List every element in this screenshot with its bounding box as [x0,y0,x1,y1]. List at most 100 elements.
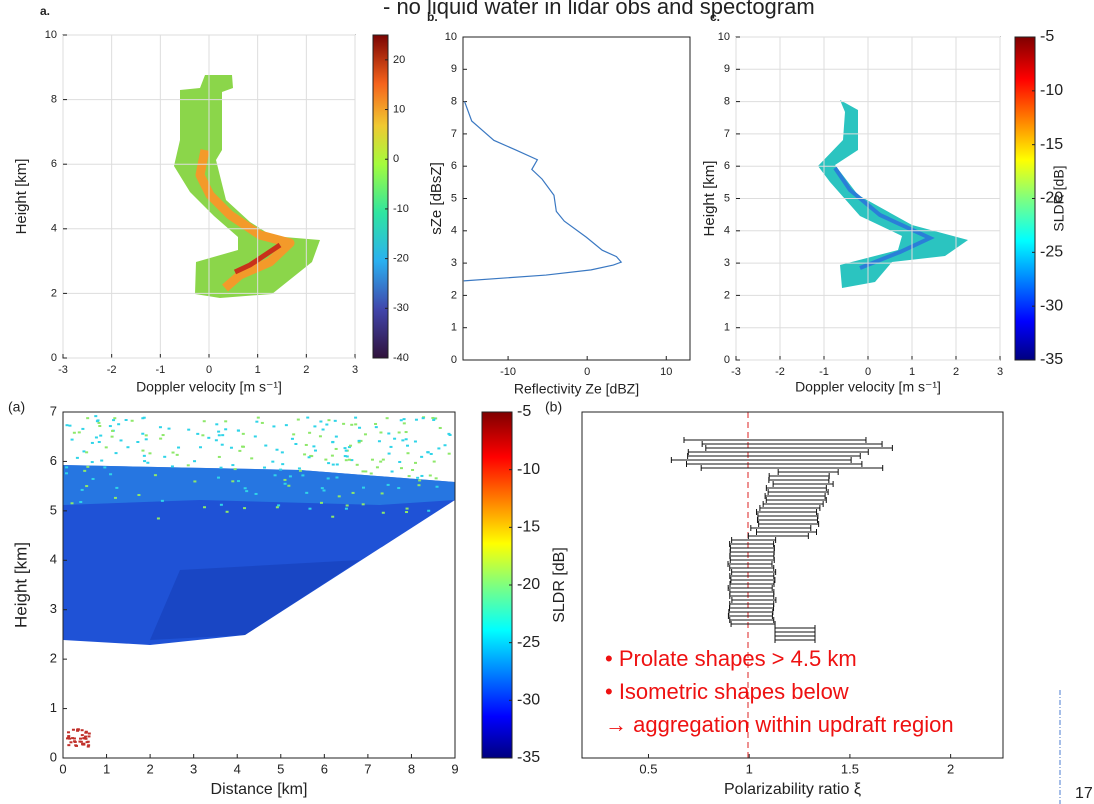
speckle [330,454,334,457]
speckle [158,426,162,429]
y-axis-label: Height [km] [11,542,30,628]
speckle [72,431,76,434]
speckle [361,503,365,506]
y-tick-label: 10 [445,31,457,43]
speckle [80,734,84,737]
speckle [379,460,383,463]
speckle [160,499,164,502]
speckle [142,454,146,457]
speckle [221,434,225,437]
speckle [288,475,292,478]
y-tick-label: 4 [451,225,457,237]
speckle [111,429,115,432]
y-tick-label: 4 [724,225,730,237]
y-tick-label: 7 [451,128,457,140]
speckle [229,446,233,449]
speckle [294,443,298,446]
speckle [335,463,339,466]
y-tick-label: 4 [51,223,57,235]
speckle [347,446,351,449]
speckle [326,477,330,480]
speckle [110,435,114,438]
speckle [402,422,406,425]
speckle [313,425,317,428]
echo-core [233,242,282,275]
colorbar-tick-label: -40 [393,352,409,364]
speckle [359,439,363,442]
x-axis-label: Polarizability ratio ξ [724,781,861,798]
speckle [354,423,358,426]
speckle [350,459,354,462]
speckle [217,476,221,479]
speckle [130,419,134,422]
x-tick-label: 3 [352,364,358,376]
x-tick-label: -10 [500,366,516,378]
speckle [225,510,229,513]
speckle [241,445,245,448]
speckle [331,440,335,443]
speckle [70,502,74,505]
speckle [447,432,451,435]
bullet: • Prolate shapes > 4.5 km [605,646,857,671]
speckle [207,436,211,439]
speckle [201,434,205,437]
speckle [87,735,91,738]
speckle [233,468,237,471]
speckle [292,433,296,436]
speckle [331,463,335,466]
speckle [170,465,174,468]
x-tick-label: -2 [775,366,785,378]
speckle [256,416,260,419]
speckle [418,479,422,482]
speckle [343,447,347,450]
speckle [420,455,424,458]
speckle [358,426,362,429]
speckle [159,437,163,440]
bullet: • Isometric shapes below [605,679,849,704]
speckle [374,426,378,429]
speckle [387,432,391,435]
y-tick-label: 9 [724,63,730,75]
speckle [224,428,228,431]
colorbar-tick-label: -10 [517,461,540,478]
speckle [355,463,359,466]
speckle [167,427,171,430]
sldr-field [63,465,455,505]
speckle [80,729,84,732]
x-tick-label: 4 [234,761,241,776]
speckle [281,463,285,466]
speckle [71,728,75,731]
speckle [324,458,328,461]
speckle [427,509,431,512]
speckle [231,480,235,483]
speckle [243,487,247,490]
speckle [78,740,82,743]
speckle [287,484,291,487]
speckle [429,452,433,455]
x-tick-label: 1.5 [841,761,859,776]
speckle [124,418,128,421]
speckle [100,459,104,462]
y-tick-label: 5 [451,192,457,204]
speckle [161,434,165,437]
speckle [81,427,85,430]
speckle [65,472,69,475]
colorbar-tick-label: 20 [393,54,405,66]
colorbar-tick-label: -5 [517,403,531,420]
sldr-field [818,100,968,288]
speckle [319,501,323,504]
speckle [421,417,425,420]
x-tick-label: 1 [255,364,261,376]
sldr-core [833,166,935,270]
speckle [103,466,107,469]
bullet: → aggregation within updraft region [605,712,954,737]
speckle [331,515,335,518]
x-tick-label: 3 [190,761,197,776]
speckle [277,504,281,507]
speckle [337,495,341,498]
x-tick-label: -3 [731,366,741,378]
speckle [215,423,219,426]
speckle [85,451,89,454]
speckle [141,449,145,452]
speckle [437,447,441,450]
